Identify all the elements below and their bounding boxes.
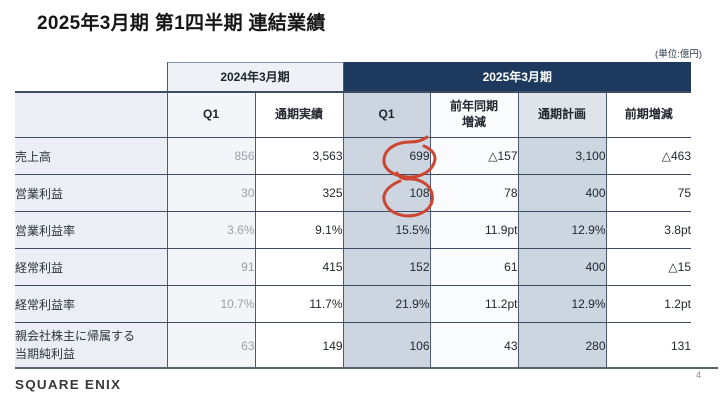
value-cell: 21.9%	[343, 285, 431, 323]
header-q1-2025: Q1	[343, 91, 431, 138]
value-cell: △157	[430, 137, 519, 175]
value-cell: 11.9pt	[430, 211, 519, 249]
value-cell: 400	[518, 174, 607, 212]
row-net-sales: 売上高 856 3,563 699 △157 3,100 △463	[15, 137, 691, 175]
value-cell: 131	[606, 322, 691, 369]
circled-value-cell: 699	[343, 137, 431, 175]
value-cell: 15.5%	[343, 211, 431, 249]
row-label: 経常利益率	[15, 285, 168, 323]
value-cell: 61	[430, 248, 519, 286]
page-title: 2025年3月期 第1四半期 連結業績	[37, 13, 326, 34]
row-operating-margin: 営業利益率 3.6% 9.1% 15.5% 11.9pt 12.9% 3.8pt	[15, 211, 691, 249]
row-ordinary-margin: 経常利益率 10.7% 11.7% 21.9% 11.2pt 12.9% 1.2…	[15, 285, 691, 323]
header-q1-2024: Q1	[167, 91, 256, 138]
value-cell: 856	[167, 137, 256, 175]
value-cell: 415	[255, 248, 344, 286]
row-ordinary-income: 経常利益 91 415 152 61 400 △15	[15, 248, 691, 286]
header-full-year-plan: 通期計画	[518, 91, 607, 138]
results-table: 2024年3月期 2025年3月期 Q1 通期実績 Q1 前年同期増減 通期計画…	[15, 62, 691, 369]
year-2024-header: 2024年3月期	[167, 62, 344, 93]
page-number: 4	[695, 370, 701, 380]
value-cell: 152	[343, 248, 431, 286]
value-cell: 11.7%	[255, 285, 344, 323]
value-cell: 75	[606, 174, 691, 212]
value-cell: 280	[518, 322, 607, 369]
value-cell: 3.6%	[167, 211, 256, 249]
value-cell: 30	[167, 174, 256, 212]
value-cell: 12.9%	[518, 211, 607, 249]
header-full-year-actual: 通期実績	[255, 91, 344, 138]
value-cell: 1.2pt	[606, 285, 691, 323]
header-blank-cell	[15, 91, 168, 138]
value-cell: 78	[430, 174, 519, 212]
value-cell: 106	[343, 322, 431, 369]
year-header-row: 2024年3月期 2025年3月期	[15, 62, 691, 93]
value-cell: 325	[255, 174, 344, 212]
year-2025-header: 2025年3月期	[343, 62, 691, 93]
value-cell: 400	[518, 248, 607, 286]
value-cell: 43	[430, 322, 519, 369]
value-cell: 3,563	[255, 137, 344, 175]
row-label: 営業利益	[15, 174, 168, 212]
column-header-row: Q1 通期実績 Q1 前年同期増減 通期計画 前期増減	[15, 91, 691, 138]
row-label: 親会社株主に帰属する当期純利益	[15, 322, 168, 369]
value-cell: 91	[167, 248, 256, 286]
row-label-text: 親会社株主に帰属する当期純利益	[15, 329, 136, 361]
header-yoy-change-label: 前年同期増減	[449, 99, 498, 129]
value-cell: 11.2pt	[430, 285, 519, 323]
year-blank-cell	[15, 62, 168, 93]
value-cell: 3.8pt	[606, 211, 691, 249]
circled-value-cell: 108	[343, 174, 431, 212]
value-cell: 10.7%	[167, 285, 256, 323]
value-cell: △463	[606, 137, 691, 175]
value-cell: 3,100	[518, 137, 607, 175]
value-cell: 63	[167, 322, 256, 369]
bottom-divider	[15, 367, 718, 369]
header-yoy-change: 前年同期増減	[430, 91, 519, 138]
value-cell: 9.1%	[255, 211, 344, 249]
value-cell: 12.9%	[518, 285, 607, 323]
row-label: 売上高	[15, 137, 168, 175]
unit-note: (単位:億円)	[655, 49, 702, 60]
row-label: 営業利益率	[15, 211, 168, 249]
square-enix-logo: SQUARE ENIX	[15, 377, 122, 392]
row-operating-income: 営業利益 30 325 108 78 400 75	[15, 174, 691, 212]
row-net-income-attributable: 親会社株主に帰属する当期純利益 63 149 106 43 280 131	[15, 322, 691, 369]
value-cell: △15	[606, 248, 691, 286]
header-vs-prev-change: 前期増減	[606, 91, 691, 138]
value-cell: 149	[255, 322, 344, 369]
row-label: 経常利益	[15, 248, 168, 286]
